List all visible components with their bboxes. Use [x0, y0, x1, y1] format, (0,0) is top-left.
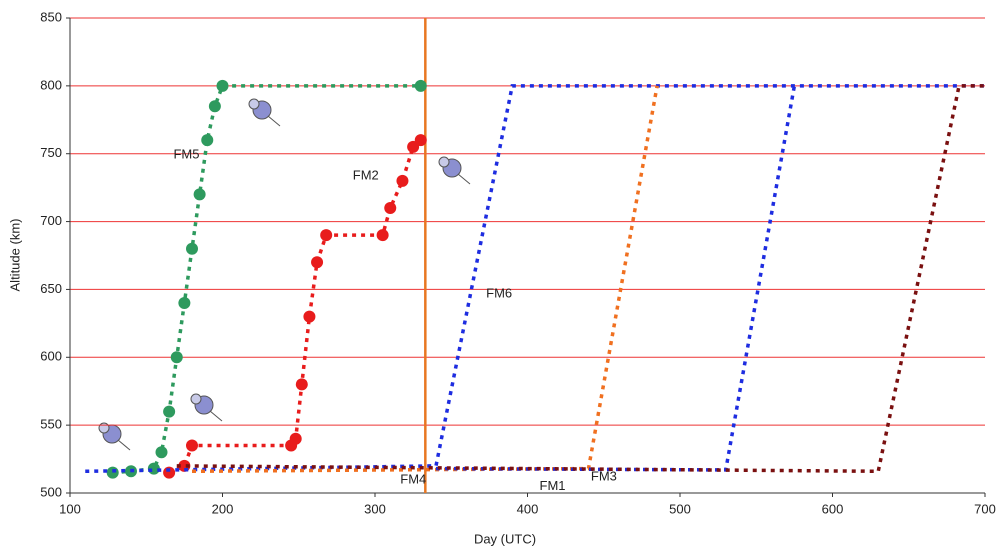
x-tick-label: 600	[822, 501, 844, 516]
series-label: FM3	[591, 469, 617, 484]
x-axis-label: Day (UTC)	[474, 531, 536, 546]
data-point	[163, 466, 176, 479]
series-label: FM2	[353, 167, 379, 182]
data-point	[208, 100, 221, 113]
series-label: FM4	[400, 471, 426, 486]
y-tick-label: 850	[40, 9, 62, 24]
x-tick-label: 300	[364, 501, 386, 516]
data-point	[384, 202, 397, 214]
data-point	[414, 79, 427, 92]
x-tick-label: 100	[59, 501, 81, 516]
data-point	[216, 79, 229, 92]
data-point	[303, 310, 316, 323]
data-point	[201, 134, 214, 147]
y-tick-label: 650	[40, 281, 62, 296]
data-point	[289, 432, 302, 445]
series-label: FM5	[173, 147, 199, 162]
y-tick-label: 600	[40, 349, 62, 364]
series-line	[176, 84, 985, 474]
series-label: FM6	[486, 285, 512, 300]
series-line	[85, 84, 985, 474]
y-tick-label: 700	[40, 213, 62, 228]
series-line	[191, 85, 659, 474]
data-point	[376, 229, 389, 242]
data-point	[186, 439, 198, 452]
data-point	[170, 351, 183, 364]
y-tick-label: 750	[40, 145, 62, 160]
series-line	[112, 84, 421, 475]
data-point	[320, 229, 333, 242]
y-tick-label: 500	[40, 484, 62, 499]
series-label: FM1	[540, 478, 566, 493]
data-point	[414, 134, 427, 147]
data-point	[106, 466, 119, 479]
series-line	[435, 85, 797, 472]
data-point	[163, 405, 176, 418]
series-line	[168, 138, 422, 475]
y-tick-label: 550	[40, 417, 62, 432]
y-tick-label: 800	[40, 77, 62, 92]
x-tick-label: 200	[212, 501, 234, 516]
data-point	[178, 297, 191, 309]
data-point	[311, 256, 324, 269]
y-axis-label: Altitude (km)	[7, 219, 22, 292]
x-tick-label: 500	[669, 501, 691, 516]
data-point	[193, 188, 206, 201]
data-point	[295, 378, 308, 391]
x-tick-label: 700	[974, 501, 996, 516]
data-point	[155, 446, 168, 459]
data-point	[396, 174, 409, 187]
data-point	[186, 242, 198, 255]
x-tick-label: 400	[517, 501, 539, 516]
